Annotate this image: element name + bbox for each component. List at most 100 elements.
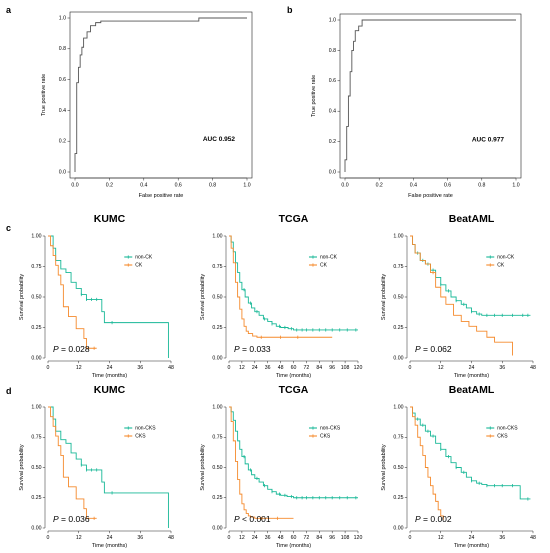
roc_a-plot-frame [69, 11, 253, 179]
km_d_tcga-y-tick-label: 0.50 [212, 465, 222, 471]
roc_b-auc-annotation: AUC 0.977 [472, 137, 505, 144]
km_c_beataml-x-tick-label: 48 [530, 365, 536, 371]
km_c_tcga-x-tick-label: 12 [239, 365, 245, 371]
panel-label-c: c [6, 223, 11, 233]
km_c_kumc-p-symbol: P [53, 344, 59, 354]
roc_b-y-tick-label: 1.0 [329, 17, 336, 23]
km_c_tcga-x-tick-label: 72 [304, 365, 310, 371]
roc_a-x-tick-label: 0.4 [140, 183, 147, 189]
km_c_beataml-series-reference-curve [410, 235, 531, 316]
km_d_tcga-legend-label: CKS [320, 433, 331, 439]
km_d_kumc-x-tick-label: 12 [76, 535, 82, 541]
roc_b-plot-frame [339, 13, 522, 179]
roc_a-y-tick-label: 0.8 [59, 46, 66, 52]
km_d_tcga-x-tick-label: 84 [316, 535, 322, 541]
km_c_tcga-x-axis-label: Time (months) [276, 373, 311, 379]
km_d_beataml-legend-label: non-CKS [497, 425, 518, 431]
km_d_tcga-x-tick-label: 36 [265, 535, 271, 541]
roc_b-x-tick-label: 0.2 [376, 183, 383, 189]
km_d_kumc-y-tick-label: 0.75 [31, 435, 41, 441]
km_c_beataml-p-symbol: P [415, 344, 421, 354]
km_c_kumc-x-tick-label: 48 [168, 365, 174, 371]
km_d_beataml-series-case-curve [410, 406, 444, 519]
km_c_kumc-y-tick-label: 0.25 [31, 325, 41, 331]
km_d_beataml-p-symbol: P [415, 514, 421, 524]
roc_b-x-tick-label: 0.8 [478, 183, 485, 189]
roc_a-x-tick-label: 1.0 [243, 183, 250, 189]
roc_b-y-tick-label: 0.2 [329, 139, 336, 145]
km_d_tcga-x-tick-label: 12 [239, 535, 245, 541]
km_d_kumc-legend-label: non-CKS [135, 425, 156, 431]
km_d_kumc-p-value: P = 0.036 [53, 514, 90, 524]
roc_a-y-tick-label: 0.2 [59, 139, 66, 145]
km_c_beataml-y-tick-label: 0.25 [393, 325, 403, 331]
plots-layer: 0.0 0.2 0.4 0.6 0.8 1.0 0.0 0.2 0.4 0.6 0.8 1.0 Fals… [19, 11, 536, 549]
km_c_beataml-title: BeatAML [449, 213, 495, 225]
km_c_tcga-x-tick-label: 0 [228, 365, 231, 371]
panel-label-d: d [6, 386, 12, 396]
km_c_kumc-title: KUMC [94, 213, 126, 225]
km_d_tcga-x-tick-label: 48 [278, 535, 284, 541]
roc_a-y-tick-label: 0.0 [59, 169, 66, 175]
km_d_tcga-p-value: P < 0.001 [234, 514, 271, 524]
km_c_beataml-series-case-curve [410, 235, 513, 356]
km_c_beataml-x-tick-label: 36 [499, 365, 505, 371]
km_d_kumc-y-tick-label: 1.00 [31, 404, 41, 410]
km_d_beataml-x-tick-label: 48 [530, 535, 536, 541]
km_d_tcga-x-tick-label: 120 [354, 535, 363, 541]
roc_b-roc-curve [344, 19, 516, 172]
km_d_tcga-y-tick-label: 0.75 [212, 435, 222, 441]
km_c_kumc-x-tick-label: 24 [107, 365, 113, 371]
km_c_kumc-y-axis-label: Survival probability [19, 274, 25, 320]
km_d_kumc-x-tick-label: 48 [168, 535, 174, 541]
km_c_beataml-y-tick-label: 1.00 [393, 233, 403, 239]
roc_a-y-tick-label: 1.0 [59, 15, 66, 21]
km_d_tcga-p-symbol: P [234, 514, 240, 524]
roc_a-roc-curve [74, 17, 247, 172]
km_c_beataml-x-tick-label: 0 [409, 365, 412, 371]
km_c_beataml-y-tick-label: 0.50 [393, 294, 403, 300]
roc_b-y-axis-label: True positive rate [311, 75, 317, 117]
panel-label-a: a [6, 5, 12, 15]
km_c_kumc-p-value-text: = 0.028 [59, 344, 90, 354]
km_d_beataml-x-tick-label: 36 [499, 535, 505, 541]
km_d_kumc-p-value-text: = 0.036 [59, 514, 90, 524]
km_c_tcga-x-tick-label: 48 [278, 365, 284, 371]
roc_a-x-tick-label: 0.8 [209, 183, 216, 189]
km_d_kumc-y-tick-label: 0.00 [31, 525, 41, 531]
km_d_beataml-y-tick-label: 0.00 [393, 525, 403, 531]
km_c_tcga-x-tick-label: 24 [252, 365, 258, 371]
km_d_tcga-x-tick-label: 72 [304, 535, 310, 541]
km_d_tcga-p-value-text: < 0.001 [240, 514, 271, 524]
km_c_beataml-y-axis-label: Survival probability [381, 274, 387, 320]
km_c_tcga-x-tick-label: 108 [341, 365, 350, 371]
roc_a-y-tick-label: 0.6 [59, 77, 66, 83]
km_c_kumc-x-tick-label: 36 [137, 365, 143, 371]
roc_b-x-tick-label: 0.4 [410, 183, 417, 189]
km_c_kumc-legend-label: non-CK [135, 254, 153, 260]
km_d_beataml-x-axis-label: Time (months) [454, 543, 489, 549]
km_d_beataml-y-tick-label: 0.50 [393, 465, 403, 471]
km_c_tcga-p-symbol: P [234, 344, 240, 354]
km_c_beataml-y-tick-label: 0.75 [393, 264, 403, 270]
km_c_tcga-y-tick-label: 0.75 [212, 264, 222, 270]
km_d_tcga-y-axis-label: Survival probability [200, 444, 206, 490]
km_c_kumc-series-case-curve [48, 235, 97, 349]
km_d_kumc-x-axis-label: Time (months) [92, 543, 127, 549]
km_c_tcga-x-tick-label: 96 [329, 365, 335, 371]
panel-label-b: b [287, 5, 293, 15]
roc_a-x-tick-label: 0.6 [175, 183, 182, 189]
km_d_tcga-series-case-curve [229, 406, 294, 519]
roc_b-x-tick-label: 0.6 [444, 183, 451, 189]
km_d_kumc-series-case-curve [48, 406, 97, 519]
km_c_kumc-y-tick-label: 0.75 [31, 264, 41, 270]
km_d_kumc-title: KUMC [94, 384, 126, 396]
roc_b-y-tick-label: 0.6 [329, 78, 336, 84]
km_c_tcga-x-tick-label: 60 [291, 365, 297, 371]
km_c_tcga-title: TCGA [279, 213, 309, 225]
roc_b-y-tick-label: 0.0 [329, 169, 336, 175]
km_d_tcga-y-tick-label: 0.00 [212, 525, 222, 531]
km_d_tcga-x-tick-label: 60 [291, 535, 297, 541]
km_d_tcga-x-tick-label: 24 [252, 535, 258, 541]
km_d_kumc-y-tick-label: 0.50 [31, 465, 41, 471]
